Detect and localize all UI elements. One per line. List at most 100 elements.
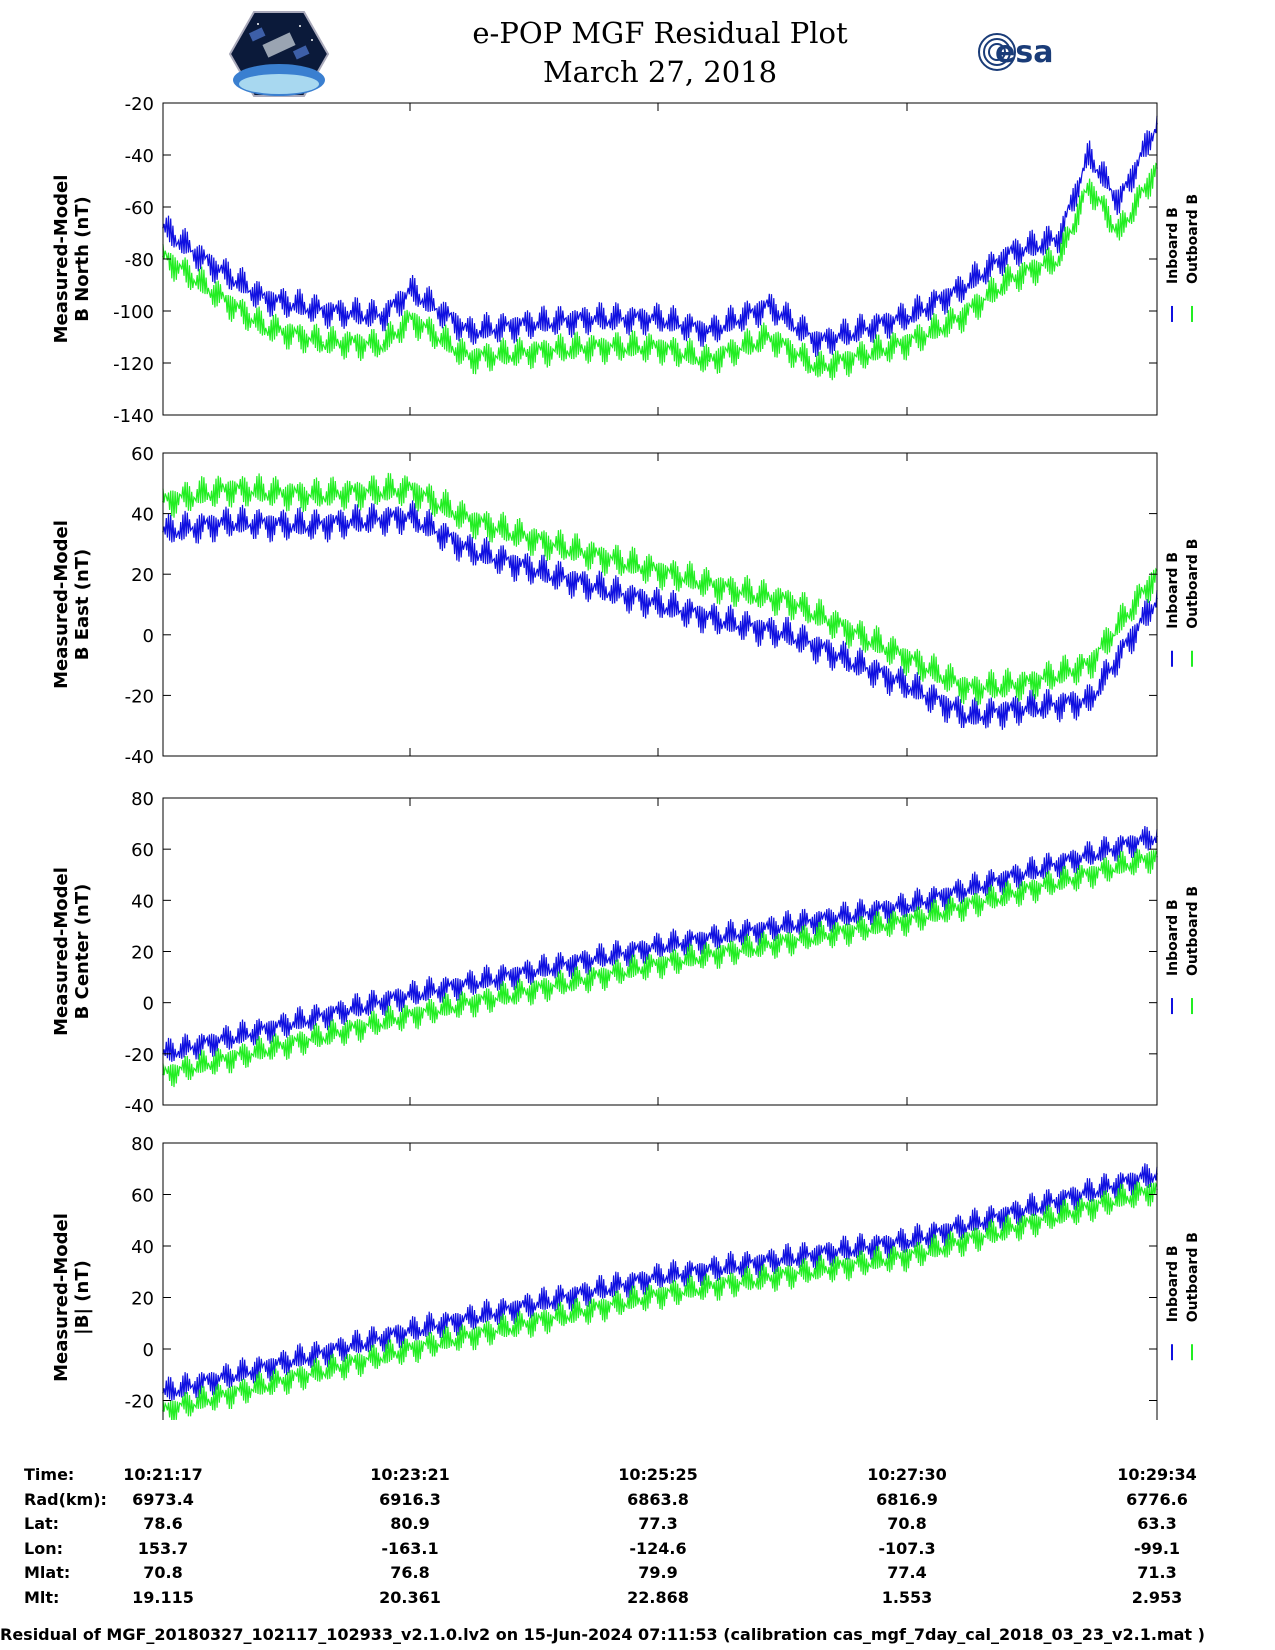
data-point xyxy=(1008,253,1010,255)
data-point xyxy=(708,331,710,333)
orbit-row: Rad(km): 6973.4 6916.3 6863.8 6816.9 6776.6 xyxy=(0,1490,1275,1514)
plot-caption: Residual of MGF_20180327_102117_102933_v… xyxy=(0,1625,1205,1644)
data-point xyxy=(788,600,790,603)
y-tick-label: 60 xyxy=(131,840,154,861)
y-tick-label: -20 xyxy=(125,686,154,707)
data-point xyxy=(468,518,470,521)
orbit-value: 63.3 xyxy=(1137,1514,1177,1533)
y-axis-label: Measured-Model xyxy=(51,175,72,344)
y-tick-label: 20 xyxy=(131,943,154,964)
panel-3: -40 -20 0 20 40 60 80 Measured-Model B Center (n… xyxy=(51,789,1201,1117)
data-point xyxy=(588,318,590,320)
orbit-value: -99.1 xyxy=(1133,1538,1181,1558)
data-point xyxy=(382,344,384,346)
data-point xyxy=(1058,237,1060,239)
data-point xyxy=(468,357,470,359)
orbit-value: 77.3 xyxy=(638,1514,678,1533)
data-point xyxy=(968,715,970,718)
data-point xyxy=(588,346,590,349)
plot-frame xyxy=(162,102,1158,416)
y-tick-label: 40 xyxy=(131,1237,154,1258)
orbit-value: 6816.9 xyxy=(876,1489,938,1509)
data-point xyxy=(658,1276,660,1278)
orbit-value: 6863.8 xyxy=(627,1489,689,1509)
y-axis-label: B Center (nT) xyxy=(72,884,93,1020)
y-tick-label: 80 xyxy=(131,789,154,810)
data-point xyxy=(528,323,530,325)
orbit-row: Lat: 78.6 80.9 77.3 70.8 63.3 xyxy=(0,1514,1275,1538)
data-point xyxy=(818,341,820,344)
series-line-outboard xyxy=(162,472,1158,706)
data-point xyxy=(908,685,910,688)
orbit-value: -107.3 xyxy=(878,1538,936,1558)
data-point xyxy=(958,289,960,292)
y-tick-label: -40 xyxy=(125,747,154,768)
panel-2: -40 -20 0 20 40 60 Measured-Model B East (nT) In… xyxy=(51,444,1201,768)
plot-frame xyxy=(162,452,1158,757)
y-tick-label: 0 xyxy=(143,1340,154,1361)
orbit-row-label: Lat: xyxy=(24,1514,60,1533)
y-tick-label: -40 xyxy=(125,146,154,167)
orbit-value: 6916.3 xyxy=(379,1489,441,1509)
legend-label: Inboard B xyxy=(1165,899,1181,976)
data-point xyxy=(728,621,730,624)
legend-label: Outboard B xyxy=(1185,886,1201,976)
legend-label: Outboard B xyxy=(1185,539,1201,629)
y-axis-label: |B| (nT) xyxy=(72,1260,93,1335)
y-axis-label: Measured-Model xyxy=(51,1213,72,1382)
orbit-info-table: Time: 10:21:17 10:23:21 10:25:25 10:27:30 10:… xyxy=(0,1465,1275,1615)
orbit-row-label: Rad(km): xyxy=(24,1489,107,1509)
orbit-row-label: Mlt: xyxy=(24,1587,60,1607)
data-point xyxy=(382,315,384,318)
y-tick-label: 20 xyxy=(131,1289,154,1310)
y-tick-label: 60 xyxy=(131,444,154,465)
data-point xyxy=(410,318,412,320)
series-line-outboard xyxy=(162,162,1158,381)
data-point xyxy=(658,963,660,966)
data-point xyxy=(410,289,412,292)
data-point xyxy=(410,488,412,491)
orbit-value: 6776.6 xyxy=(1126,1489,1188,1509)
data-point xyxy=(228,488,230,491)
data-point xyxy=(658,570,660,572)
y-tick-label: -120 xyxy=(113,354,154,375)
orbit-value: 70.8 xyxy=(887,1514,927,1533)
orbit-value: 10:27:30 xyxy=(867,1465,947,1484)
data-point xyxy=(908,315,910,318)
data-point xyxy=(410,1330,412,1332)
data-point xyxy=(1088,154,1090,156)
data-point xyxy=(788,634,790,636)
orbit-value: 20.361 xyxy=(379,1587,441,1607)
legend-label: Outboard B xyxy=(1185,1232,1201,1322)
plot-date: March 27, 2018 xyxy=(542,55,778,89)
data-point xyxy=(1088,185,1090,187)
data-point xyxy=(322,310,324,312)
y-tick-label: 20 xyxy=(131,565,154,586)
y-tick-label: -20 xyxy=(125,1045,154,1066)
orbit-value: 10:23:21 xyxy=(370,1465,450,1484)
data-point xyxy=(410,1348,412,1350)
data-point xyxy=(322,341,324,344)
y-tick-label: 80 xyxy=(131,1134,154,1155)
series-line-inboard xyxy=(162,115,1158,358)
y-tick-label: -80 xyxy=(125,250,154,271)
orbit-row-label: Time: xyxy=(24,1465,75,1484)
y-tick-label: 60 xyxy=(131,1186,154,1207)
orbit-row: Lon: 153.7 -163.1 -124.6 -107.3 -99.1 xyxy=(0,1539,1275,1563)
data-point xyxy=(908,1240,910,1242)
data-point xyxy=(528,351,530,354)
y-axis-label: B North (nT) xyxy=(72,196,93,322)
orbit-row-label: Mlat: xyxy=(24,1563,71,1582)
y-tick-label: 0 xyxy=(143,626,154,647)
data-point xyxy=(908,658,910,660)
data-point xyxy=(768,305,770,307)
y-tick-label: -100 xyxy=(113,302,154,323)
series-line-outboard xyxy=(162,1181,1158,1420)
orbit-value: 19.115 xyxy=(132,1587,194,1607)
orbit-value: -163.1 xyxy=(381,1538,439,1558)
data-point xyxy=(768,336,770,338)
data-point xyxy=(908,920,910,922)
